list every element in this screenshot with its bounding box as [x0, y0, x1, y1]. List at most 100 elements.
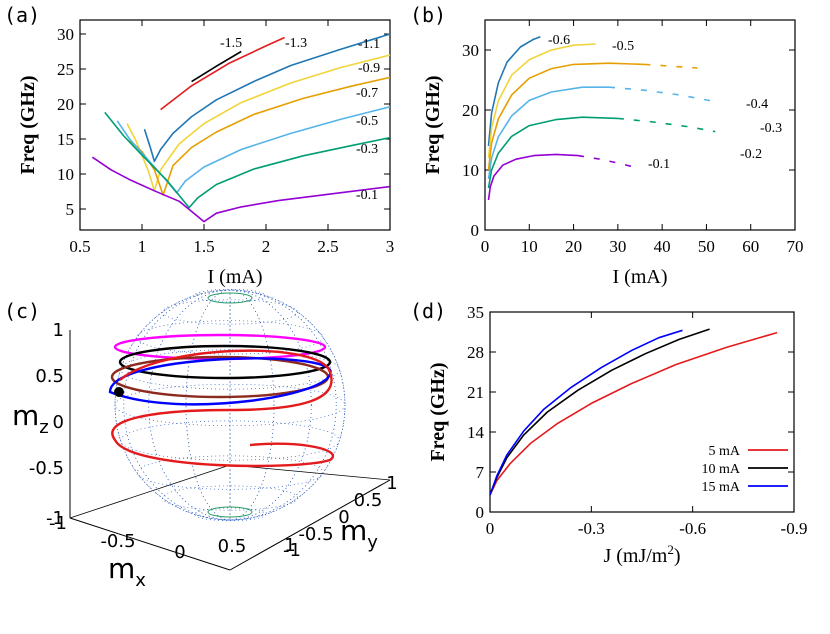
z-tick-label: 0.5	[35, 366, 64, 387]
x-tick-label: 0	[486, 519, 495, 538]
x-tick-label-c: -0.5	[100, 531, 135, 552]
y-tick-label: 10	[57, 165, 74, 184]
x-tick-label: 1.5	[193, 237, 214, 256]
series-line--0.5	[487, 43, 596, 159]
series-label--1.5: -1.5	[220, 36, 242, 51]
sphere-latitude	[136, 320, 324, 355]
trajectory-black	[118, 344, 332, 380]
north-pole-marks	[207, 292, 253, 304]
series-line--0.6	[487, 36, 541, 147]
y-tick-label: 25	[57, 60, 74, 79]
x-tick-label: 60	[742, 237, 759, 256]
series-label--0.3: -0.3	[760, 121, 782, 136]
x-tick-label: 0.5	[69, 237, 90, 256]
axis-x-line	[69, 517, 231, 571]
plot-area-b: 0 10 20 30 40 50 60 70 0 10 20 30 -0.6 -0.5 -0.4 -0.3 -0…	[462, 20, 804, 256]
series-label--0.1: -0.1	[356, 188, 378, 203]
plot-frame-a	[79, 19, 391, 231]
y-tick-label-c: 0.5	[354, 490, 383, 511]
y-axis-label-d: Freq (GHz)	[427, 362, 449, 461]
y-tick-label: 5	[66, 200, 75, 219]
sphere-longitude	[185, 289, 275, 521]
x-axis-label-b: I (mA)	[613, 266, 668, 288]
y-tick-label: 20	[57, 95, 74, 114]
series-tail--0.4	[644, 63, 698, 69]
x-tick-label: 40	[654, 237, 671, 256]
y-tick-label: 28	[467, 343, 484, 362]
x-tick-label: -0.3	[578, 519, 605, 538]
plot-area-d: 0 -0.3 -0.6 -0.9 0 7 14 21 28 35 5 mA 10 mA 15 mA	[467, 303, 807, 538]
series-line--0.9	[126, 54, 391, 192]
y-tick-label-c: -0.5	[298, 524, 333, 545]
y-tick-label-c: -1	[283, 540, 301, 561]
sphere-outline	[114, 289, 346, 521]
series-line--1.3	[160, 36, 285, 111]
sphere-latitude	[120, 349, 340, 390]
panel-label-a: (a)	[4, 3, 40, 27]
x-tick-label: 20	[565, 237, 582, 256]
series-label--1.3: -1.3	[285, 36, 307, 51]
plot-area-a: 0.5 1 1.5 2 2.5 3 5 10 15 20 25 30 -1.5 -1.3 -1.1 -0.9 -…	[57, 20, 394, 256]
x-tick-label: 2.5	[317, 237, 338, 256]
sphere-plot: 10.50-0.5-1-1-0.50 0.5 1-1-0.500.51	[29, 288, 398, 571]
series-tail--0.3	[608, 86, 716, 103]
series-label--0.3: -0.3	[356, 142, 378, 157]
series-line--0.5	[116, 106, 391, 194]
series-label--0.9: -0.9	[358, 61, 380, 76]
axis-back-line	[69, 464, 231, 519]
y-tick-label: 15	[57, 130, 74, 149]
axis-back-line-2	[229, 464, 391, 481]
series-label--0.6: -0.6	[548, 33, 570, 48]
series-label--0.5: -0.5	[356, 114, 378, 129]
y-tick-label: 30	[57, 25, 74, 44]
z-axis-label: mz	[12, 399, 49, 438]
x-tick-label: 30	[609, 237, 626, 256]
initial-point-marker	[114, 387, 124, 397]
legend-label-15-mA: 15 mA	[702, 480, 741, 495]
panel-label-c: (c)	[4, 299, 40, 323]
y-tick-label: 0	[471, 221, 480, 240]
axis-y-line	[229, 479, 391, 571]
series-label--0.4: -0.4	[746, 97, 768, 112]
legend-label-5-mA: 5 mA	[709, 444, 741, 459]
x-axis-label-d: J (mJ/m2)	[603, 542, 680, 567]
panel-a: (a) 0.5 1 1.5 2 2.5 3 5 10 15 20 25 30 -1.5 -1.3 -1.1 -…	[4, 3, 394, 288]
series-line--0.3	[487, 86, 609, 180]
x-tick-label: 0	[481, 237, 490, 256]
y-tick-label: 0	[476, 503, 485, 522]
sphere-longitude	[148, 289, 312, 521]
panel-d: (d) 0 -0.3 -0.6 -0.9 0 7 14 21 28 35 5 mA 10 mA 15 m…	[410, 299, 807, 567]
series-line--0.3	[104, 111, 391, 209]
y-tick-label-c: 1	[386, 473, 397, 494]
series-line-5-mA	[489, 331, 778, 496]
sphere-latitude	[162, 299, 298, 325]
series-label--0.2: -0.2	[740, 147, 762, 162]
series-line-15-mA	[489, 329, 683, 496]
x-tick-label-c: -1	[49, 513, 67, 534]
x-axis-label-a: I (mA)	[208, 266, 263, 288]
x-tick-label-c: 0.5	[218, 536, 247, 557]
x-tick-label: -0.9	[781, 519, 808, 538]
series-line--0.1	[91, 156, 391, 223]
y-tick-label: 7	[476, 463, 485, 482]
series-line--1.5	[191, 50, 242, 83]
z-tick-label: -0.5	[29, 458, 64, 479]
panel-label-b: (b)	[410, 3, 446, 27]
y-tick-label: 20	[462, 101, 479, 120]
series-line--0.2	[487, 116, 618, 189]
series-label--0.1: -0.1	[648, 157, 670, 172]
sphere-latitude	[194, 288, 266, 303]
trajectory-red	[111, 349, 334, 468]
x-tick-label: 70	[787, 237, 804, 256]
south-pole-marks	[207, 506, 253, 518]
panel-b: (b) 0 10 20 30 40 50 60 70 0 10 20 30 -0.6 -0.5 -0.4 -0…	[410, 3, 804, 288]
legend-label-10-mA: 10 mA	[702, 462, 741, 477]
x-tick-label: 1	[138, 237, 147, 256]
panel-c: (c) 10.50-0.5-1-1-0.50 0.5 1-1-0.500.51 mz…	[4, 288, 398, 591]
series-line--1.1	[143, 33, 391, 163]
z-tick-label: 0	[53, 412, 64, 433]
y-tick-label: 10	[462, 161, 479, 180]
x-tick-label: 10	[521, 237, 538, 256]
z-tick-label: -1	[46, 508, 64, 529]
sphere-longitude	[123, 289, 337, 521]
